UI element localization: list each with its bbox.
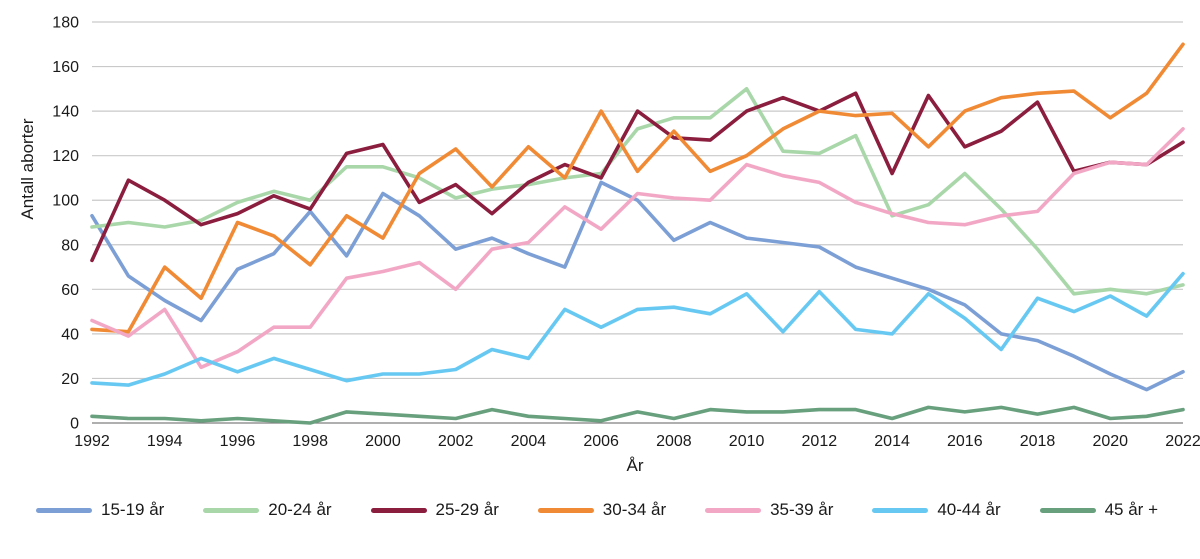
legend-label-20-24: 20-24 år (268, 500, 332, 519)
legend-swatch-45-plus (1039, 507, 1096, 513)
x-tick-label-2004: 2004 (511, 433, 547, 450)
series-line-30-34-år (90, 42, 1185, 334)
x-tick-label-2022: 2022 (1165, 433, 1200, 450)
legend-item-35-39: 35-39 år (705, 500, 833, 520)
x-tick-label-2002: 2002 (438, 433, 474, 450)
legend-item-40-44: 40-44 år (872, 500, 1001, 520)
x-tick-label-2020: 2020 (1092, 433, 1128, 450)
y-tick-label-180: 180 (52, 15, 79, 32)
series-line-45-år-+ (90, 405, 1185, 425)
x-tick-label-2016: 2016 (947, 433, 983, 450)
x-tick-label-1992: 1992 (74, 433, 110, 450)
series-line-40-44-år (90, 271, 1185, 387)
x-tick-label-1994: 1994 (147, 433, 183, 450)
series-line-20-24-år (90, 87, 1185, 296)
series-line-35-39-år (90, 127, 1185, 370)
y-tick-label-80: 80 (61, 237, 79, 254)
legend-label-25-29: 25-29 år (435, 500, 499, 519)
y-tick-label-140: 140 (52, 104, 79, 121)
x-tick-label-1996: 1996 (220, 433, 256, 450)
legend-item-45-plus: 45 år + (1039, 500, 1158, 520)
line-chart-canvas: 0 20 40 60 80 100 120 140 160 180 1992 1994 1996 1998… (52, 15, 1200, 451)
legend-item-25-29: 25-29 år (370, 500, 499, 520)
y-tick-label-40: 40 (61, 326, 79, 343)
legend-item-20-24: 20-24 år (203, 500, 332, 520)
y-axis-title: Antall aborter (18, 118, 37, 220)
x-tick-label-2018: 2018 (1020, 433, 1056, 450)
y-tick-label-20: 20 (61, 371, 79, 388)
series-line-25-29-år (90, 91, 1185, 263)
x-tick-label-2014: 2014 (874, 433, 910, 450)
legend-label-45-plus: 45 år + (1104, 500, 1158, 519)
legend-swatch-35-39 (705, 507, 762, 513)
legend-swatch-20-24 (203, 507, 260, 513)
legend-label-35-39: 35-39 år (770, 500, 834, 519)
chart-area: Antall aborter 0 20 40 60 80 100 120 140 160 180 1… (18, 15, 1200, 451)
legend-swatch-30-34 (537, 507, 594, 513)
y-tick-label-100: 100 (52, 193, 79, 210)
y-tick-label-60: 60 (61, 282, 79, 299)
x-tick-label-2008: 2008 (656, 433, 692, 450)
legend: 15-19 år 20-24 år 25-29 år 30-34 år 35-3… (0, 500, 1200, 520)
legend-item-15-19: 15-19 år (36, 500, 164, 520)
x-tick-label-1998: 1998 (292, 433, 328, 450)
x-tick-label-2006: 2006 (583, 433, 619, 450)
x-axis-title: År (626, 456, 644, 475)
legend-item-30-34: 30-34 år (537, 500, 667, 520)
series-line-15-19-år (90, 180, 1185, 392)
legend-swatch-25-29 (370, 507, 427, 513)
x-tick-label-2000: 2000 (365, 433, 401, 450)
x-tick-label-2010: 2010 (729, 433, 765, 450)
legend-swatch-15-19 (36, 507, 92, 513)
legend-label-15-19: 15-19 år (101, 500, 165, 519)
legend-label-40-44: 40-44 år (937, 500, 1001, 519)
legend-label-30-34: 30-34 år (602, 500, 667, 519)
y-tick-label-0: 0 (70, 416, 79, 433)
y-tick-label-160: 160 (52, 59, 79, 76)
y-tick-label-120: 120 (52, 148, 79, 165)
x-tick-label-2012: 2012 (802, 433, 838, 450)
legend-swatch-40-44 (872, 507, 929, 513)
